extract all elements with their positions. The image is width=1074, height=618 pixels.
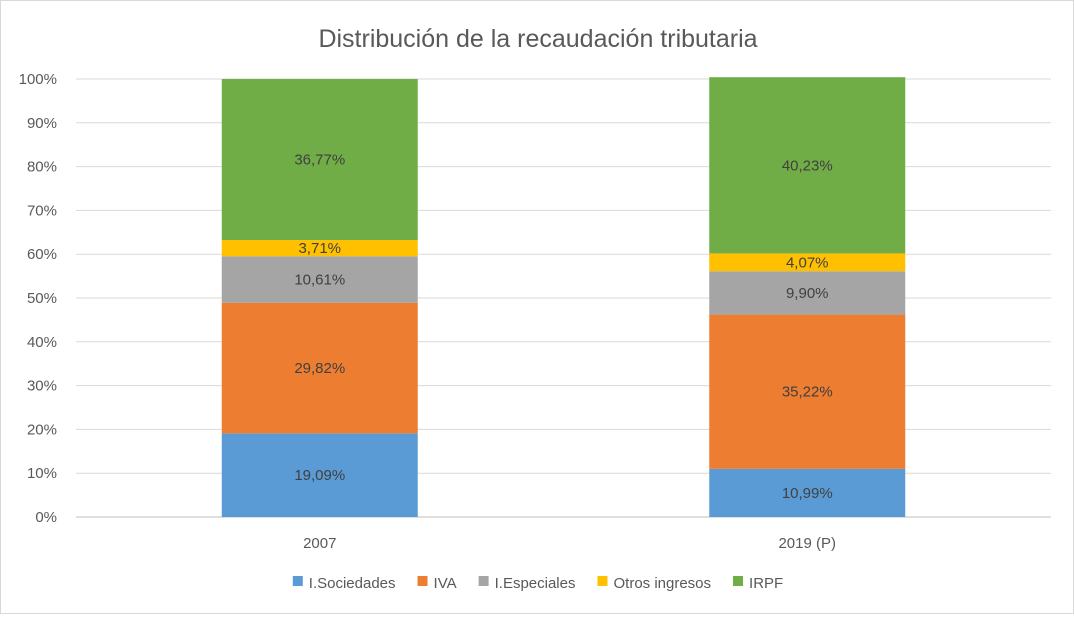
legend-label: IRPF (749, 575, 783, 592)
y-tick-label: 100% (19, 71, 57, 88)
bar-segment (221, 256, 418, 303)
legend-swatch (733, 576, 744, 586)
data-label: 19,09% (294, 467, 345, 484)
y-tick-label: 60% (27, 246, 57, 263)
x-category-label: 2007 (303, 535, 336, 552)
y-tick-label: 50% (27, 290, 57, 307)
bars: 19,09% 29,82% 10,61% 3,71% 36,77% 10,99% 35,22… (221, 77, 906, 517)
y-tick-label: 70% (27, 202, 57, 219)
data-label: 36,77% (294, 152, 345, 169)
y-tick-label: 0% (35, 509, 57, 526)
bar-segment (709, 468, 906, 517)
data-label: 4,07% (786, 254, 829, 271)
y-tick-label: 30% (27, 378, 57, 395)
legend-label: I.Especiales (495, 575, 576, 592)
legend: I.Sociedades IVA I.Especiales Otros ingreso… (292, 575, 783, 592)
legend-item: IVA (417, 575, 457, 592)
bar-segment (221, 240, 418, 257)
legend-swatch (597, 576, 608, 586)
y-tick-label: 20% (27, 421, 57, 438)
data-label: 40,23% (782, 157, 833, 174)
legend-item: Otros ingresos (597, 575, 711, 592)
bar-segment (709, 314, 906, 469)
data-label: 29,82% (294, 360, 345, 377)
y-tick-label: 90% (27, 115, 57, 132)
legend-label: I.Sociedades (309, 575, 396, 592)
data-label: 10,61% (294, 272, 345, 289)
legend-swatch (292, 576, 303, 586)
bar-segment (709, 253, 906, 272)
bar-segment (221, 302, 418, 434)
legend-item: I.Especiales (478, 575, 576, 592)
legend-label: Otros ingresos (613, 575, 711, 592)
data-label: 10,99% (782, 485, 833, 502)
bar-segment (709, 77, 906, 254)
x-category-label: 2019 (P) (778, 535, 836, 552)
data-label: 9,90% (786, 285, 829, 302)
bar-segment (221, 433, 418, 517)
x-axis-categories: 2007 2019 (P) (303, 535, 836, 552)
legend-item: I.Sociedades (292, 575, 396, 592)
legend-item: IRPF (733, 575, 783, 592)
legend-swatch (478, 576, 489, 586)
data-label: 3,71% (298, 240, 341, 257)
y-axis-ticks: 0% 10% 20% 30% 40% 50% 60% 70% 80% 90% 100% (19, 71, 57, 526)
data-label: 35,22% (782, 384, 833, 401)
legend-swatch (417, 576, 428, 586)
y-tick-label: 80% (27, 159, 57, 176)
y-tick-label: 10% (27, 465, 57, 482)
y-tick-label: 40% (27, 334, 57, 351)
chart-title: Distribución de la recaudación tributari… (318, 25, 757, 53)
legend-label: IVA (434, 575, 457, 592)
bar-segment (221, 79, 418, 241)
bar-segment (709, 271, 906, 315)
